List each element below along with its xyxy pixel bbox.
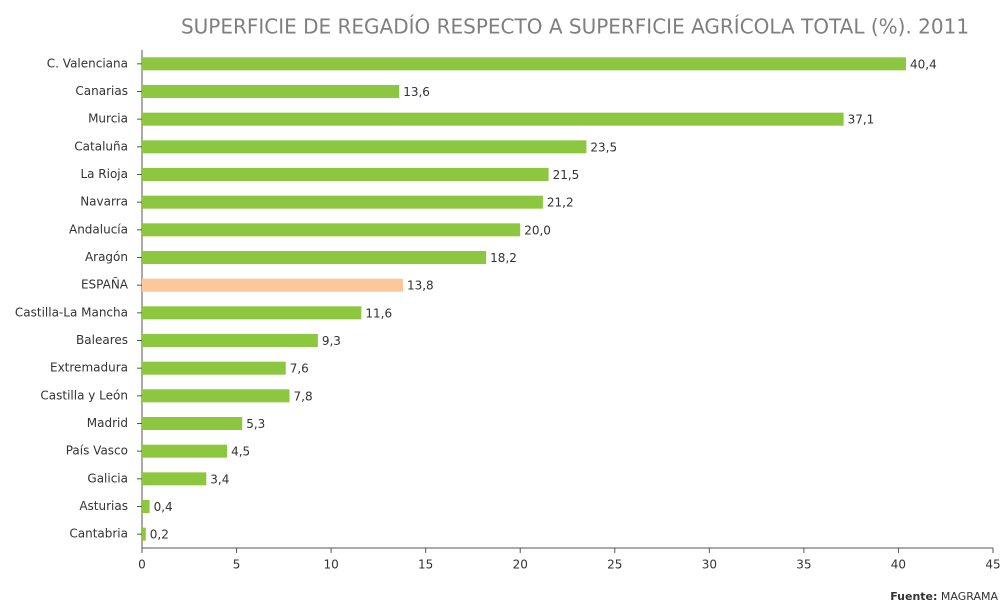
value-label: 40,4 [910, 57, 937, 71]
bar [142, 251, 487, 264]
value-label: 20,0 [524, 223, 551, 237]
x-tick-label: 5 [233, 558, 241, 572]
bar [142, 334, 318, 347]
y-tick-label: Cantabria [69, 527, 128, 541]
x-tick-label: 25 [607, 558, 622, 572]
bar [142, 500, 150, 513]
bar [142, 168, 549, 181]
value-label: 4,5 [231, 445, 250, 459]
bar [142, 223, 521, 237]
bar [142, 389, 290, 403]
value-label: 13,8 [407, 279, 434, 293]
bar [142, 140, 587, 154]
y-tick-label: Castilla-La Mancha [15, 305, 128, 319]
y-tick-label: Baleares [76, 333, 128, 347]
bar [142, 444, 228, 458]
value-label: 7,8 [294, 389, 313, 403]
value-label: 13,6 [403, 85, 430, 99]
value-label: 5,3 [246, 417, 265, 431]
value-label: 7,6 [290, 362, 309, 376]
y-tick-label: Madrid [87, 416, 128, 430]
value-label: 18,2 [490, 251, 517, 265]
bar [142, 57, 907, 71]
bar [142, 306, 362, 320]
x-tick-label: 10 [323, 558, 338, 572]
bar [142, 527, 146, 541]
value-label: 21,2 [547, 196, 574, 210]
y-tick-label: País Vasco [66, 444, 128, 458]
x-tick-label: 45 [985, 558, 1000, 572]
y-tick-label: La Rioja [80, 167, 128, 181]
value-label: 37,1 [848, 113, 875, 127]
value-label: 9,3 [322, 334, 341, 348]
y-tick-label: C. Valenciana [47, 56, 128, 70]
y-tick-label: Aragón [85, 250, 128, 264]
source-name: MAGRAMA [941, 590, 999, 603]
y-tick-label: Castilla y León [40, 388, 128, 402]
y-tick-label: Canarias [75, 84, 128, 98]
chart-title: SUPERFICIE DE REGADÍO RESPECTO A SUPERFI… [181, 15, 969, 39]
source-label: Fuente: [890, 590, 937, 603]
x-tick-label: 35 [796, 558, 811, 572]
value-label: 0,4 [154, 500, 173, 514]
value-label: 21,5 [553, 168, 580, 182]
y-tick-label: Andalucía [69, 222, 128, 236]
y-tick-label: Murcia [88, 112, 128, 126]
y-tick-label: Navarra [80, 195, 128, 209]
y-tick-label: Asturias [79, 499, 128, 513]
source: Fuente: MAGRAMA [890, 590, 998, 603]
value-label: 0,2 [150, 528, 169, 542]
x-tick-label: 40 [891, 558, 906, 572]
y-tick-label: Galicia [87, 471, 128, 485]
x-tick-label: 0 [138, 558, 146, 572]
bar [142, 472, 207, 486]
bar [142, 85, 400, 98]
bar [142, 361, 286, 375]
x-tick-label: 30 [702, 558, 717, 572]
y-tick-label: ESPAÑA [81, 277, 129, 292]
y-tick-label: Extremadura [50, 361, 128, 375]
y-tick-label: Cataluña [74, 139, 128, 153]
bar [142, 278, 403, 292]
value-label: 11,6 [365, 306, 392, 320]
bar [142, 195, 543, 209]
value-label: 23,5 [590, 140, 617, 154]
x-tick-label: 15 [418, 558, 433, 572]
bar [142, 112, 844, 126]
bar [142, 417, 243, 430]
x-tick-label: 20 [513, 558, 528, 572]
value-label: 3,4 [210, 472, 229, 486]
